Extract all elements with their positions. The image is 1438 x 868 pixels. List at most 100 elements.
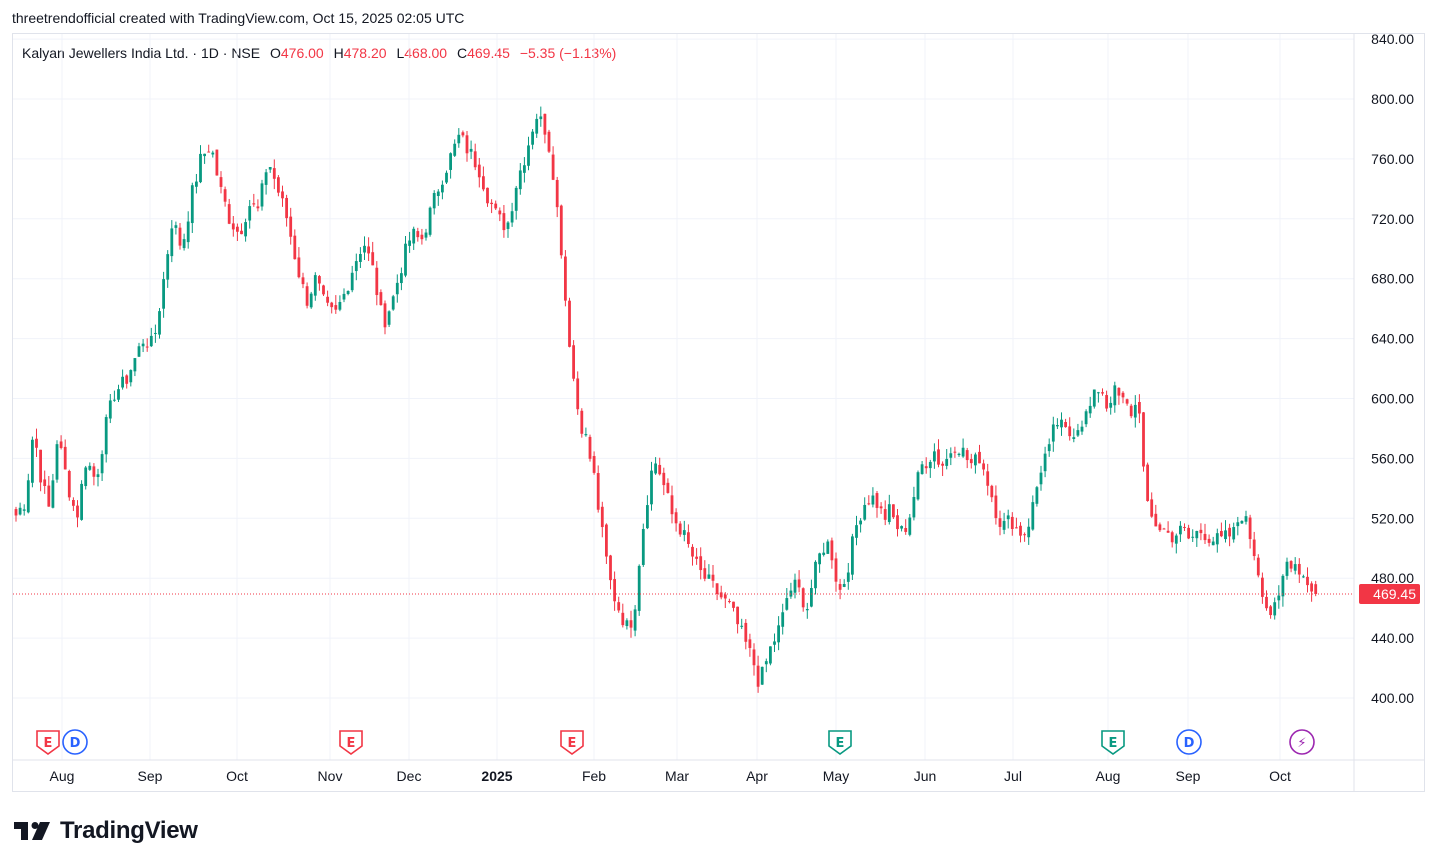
- candle-body: [1002, 520, 1006, 530]
- candle-body: [35, 438, 38, 448]
- candle-body: [371, 252, 375, 266]
- candle-body: [170, 228, 174, 257]
- candle-body: [637, 565, 641, 611]
- candle-body: [805, 609, 809, 611]
- candle-body: [588, 436, 592, 459]
- candle-body: [84, 467, 88, 487]
- candle-body: [1088, 405, 1092, 414]
- split-marker-icon[interactable]: [1289, 729, 1315, 755]
- candle-body: [395, 282, 399, 295]
- candle-body: [855, 525, 858, 538]
- candle-body: [1154, 513, 1158, 527]
- candle-body: [937, 449, 940, 465]
- candle-body: [773, 641, 776, 645]
- candle-body: [240, 230, 243, 235]
- candle-body: [1314, 584, 1318, 594]
- tradingview-logo[interactable]: TradingView: [14, 816, 198, 846]
- candle-body: [830, 540, 834, 561]
- dividend-marker-icon[interactable]: [62, 729, 88, 755]
- candle-body: [416, 231, 420, 238]
- candle-body: [490, 202, 493, 205]
- candle-body: [596, 473, 600, 510]
- candle-body: [264, 172, 268, 185]
- candle-body: [1142, 412, 1145, 467]
- earnings-marker-icon[interactable]: [560, 730, 584, 755]
- candle-body: [469, 148, 473, 152]
- candle-body: [43, 479, 47, 487]
- candle-body: [449, 153, 452, 170]
- candle-body: [215, 149, 219, 176]
- last-price-tag[interactable]: [1359, 583, 1420, 604]
- candle-body: [953, 451, 957, 453]
- dividend-marker-icon[interactable]: [1176, 729, 1202, 755]
- x-tick-label: Sep: [1176, 768, 1201, 784]
- earnings-marker-icon[interactable]: [339, 730, 363, 755]
- candle-body: [248, 206, 252, 221]
- y-tick-label: 720.00: [1371, 211, 1414, 227]
- candle-body: [1146, 464, 1149, 501]
- candle-body: [920, 464, 924, 475]
- candle-body: [461, 132, 465, 136]
- candle-body: [633, 609, 637, 631]
- candle-body: [1277, 595, 1281, 601]
- candle-body: [662, 472, 666, 486]
- candle-body: [104, 417, 108, 455]
- candle-body: [277, 177, 280, 193]
- candle-body: [924, 466, 928, 469]
- candle-body: [59, 441, 63, 448]
- candle-body: [617, 602, 621, 611]
- candle-body: [621, 612, 625, 626]
- candle-body: [367, 246, 370, 254]
- candle-body: [117, 389, 120, 400]
- candle-body: [900, 526, 903, 529]
- candle-body: [154, 332, 157, 334]
- candle-body: [666, 482, 670, 493]
- candle-body: [174, 225, 178, 228]
- event-marker-label: E: [1109, 736, 1118, 751]
- candle-body: [969, 459, 973, 464]
- candle-body: [764, 661, 768, 665]
- candle-body: [400, 273, 403, 284]
- candle-body: [326, 296, 329, 303]
- candle-body: [190, 185, 194, 224]
- candle-body: [851, 536, 854, 575]
- candle-body: [867, 503, 871, 505]
- candle-body: [47, 485, 51, 507]
- candle-body: [896, 515, 899, 530]
- candle-body: [162, 279, 165, 309]
- candle-body: [539, 116, 543, 120]
- candle-body: [682, 530, 686, 535]
- candle-body: [904, 528, 908, 532]
- candle-body: [441, 184, 444, 193]
- candle-body: [223, 189, 227, 202]
- candle-body: [908, 517, 912, 535]
- candle-body: [559, 205, 563, 256]
- candle-body: [518, 170, 522, 190]
- candle-body: [199, 153, 202, 183]
- legend-low: 468.00: [404, 45, 448, 61]
- chart-frame[interactable]: [12, 33, 1425, 792]
- candle-body: [580, 410, 584, 434]
- earnings-marker-icon[interactable]: [828, 730, 852, 755]
- candle-body: [322, 285, 325, 295]
- candle-body: [166, 254, 170, 280]
- candle-body: [26, 480, 30, 513]
- candle-body: [1101, 392, 1104, 394]
- candle-body: [67, 470, 71, 498]
- candle-body: [129, 370, 133, 383]
- x-tick-label: Oct: [226, 768, 248, 784]
- candle-body: [121, 376, 124, 388]
- candle-body: [486, 187, 489, 204]
- candle-body: [137, 346, 141, 357]
- candle-body: [457, 134, 461, 144]
- candle-body: [658, 464, 662, 475]
- symbol-legend[interactable]: Kalyan Jewellers India Ltd. · 1D · NSE O…: [22, 45, 616, 61]
- candle-body: [219, 177, 223, 187]
- y-tick-label: 760.00: [1371, 151, 1414, 167]
- event-marker-label: E: [347, 736, 356, 751]
- candle-body: [1023, 534, 1026, 536]
- earnings-marker-icon[interactable]: [1101, 730, 1125, 755]
- earnings-marker-icon[interactable]: [36, 730, 60, 755]
- candle-body: [723, 594, 727, 599]
